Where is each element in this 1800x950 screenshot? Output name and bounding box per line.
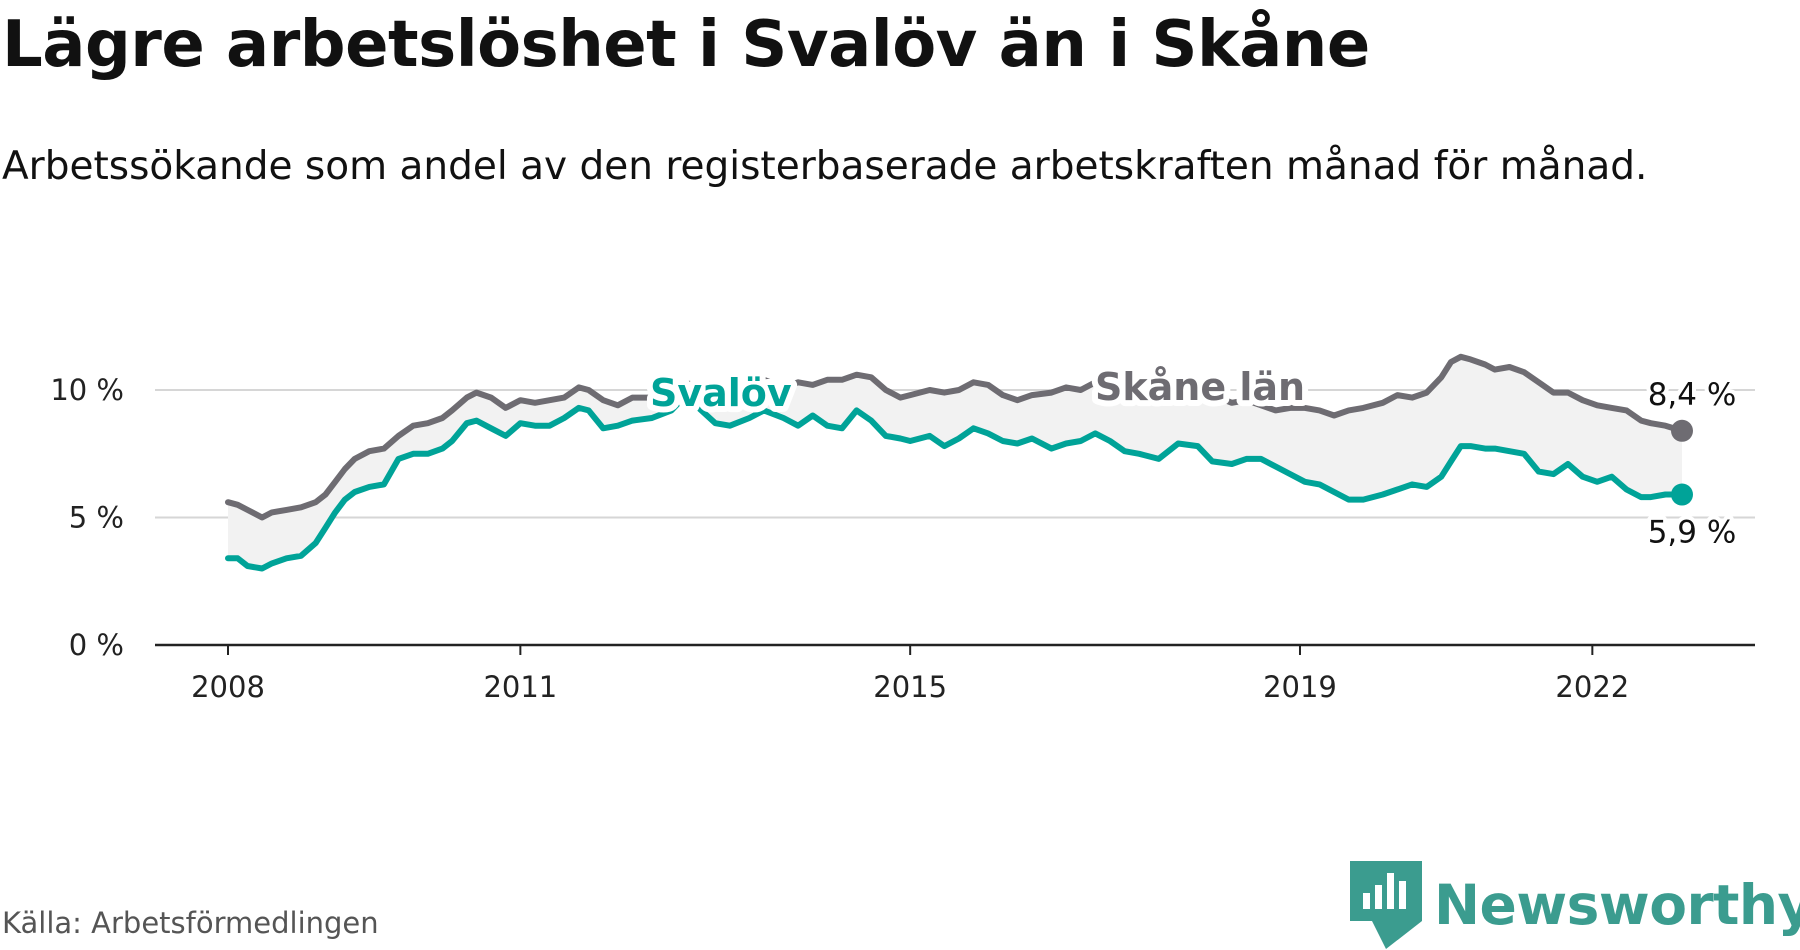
newsworthy-logo: Newsworthy [1350,860,1800,950]
series-label-svalov: Svalöv [650,371,792,415]
chart-subtitle: Arbetssökande som andel av den registerb… [2,144,1648,189]
series-line-skane [225,353,1685,521]
series-label-skane: Skåne län [1095,365,1305,409]
series-lines [225,353,1685,572]
x-tick-label: 2019 [1263,670,1337,704]
y-tick-label: 0 % [69,628,124,662]
end-skane-marker [1671,419,1693,442]
chart-labels: Svalöv Skåne län 8,4 % 5,9 % [644,359,1740,555]
newsworthy-logo-text: Newsworthy [1434,873,1800,937]
x-tick-label: 2015 [873,670,947,704]
chart-title: Lägre arbetslöshet i Svalöv än i Skåne [2,8,1370,82]
end-svalov-marker [1671,483,1693,506]
series-line-svalov [225,397,1685,572]
end-skane-label: 8,4 % [1648,377,1737,413]
x-tick-label: 2008 [191,670,265,704]
x-tick-label: 2022 [1555,670,1629,704]
y-tick-label: 10 % [50,373,124,407]
source-note: Källa: Arbetsförmedlingen [2,906,379,940]
line-chart: 0 % 5 % 10 % 2008 2011 2015 2019 2022 Svalöv Sk… [50,353,1755,704]
newsworthy-logo-icon [1350,861,1422,949]
end-svalov-label: 5,9 % [1648,515,1737,551]
y-tick-label: 5 % [69,501,124,535]
x-tick-label: 2011 [483,670,557,704]
x-axis: 2008 2011 2015 2019 2022 [155,643,1755,704]
